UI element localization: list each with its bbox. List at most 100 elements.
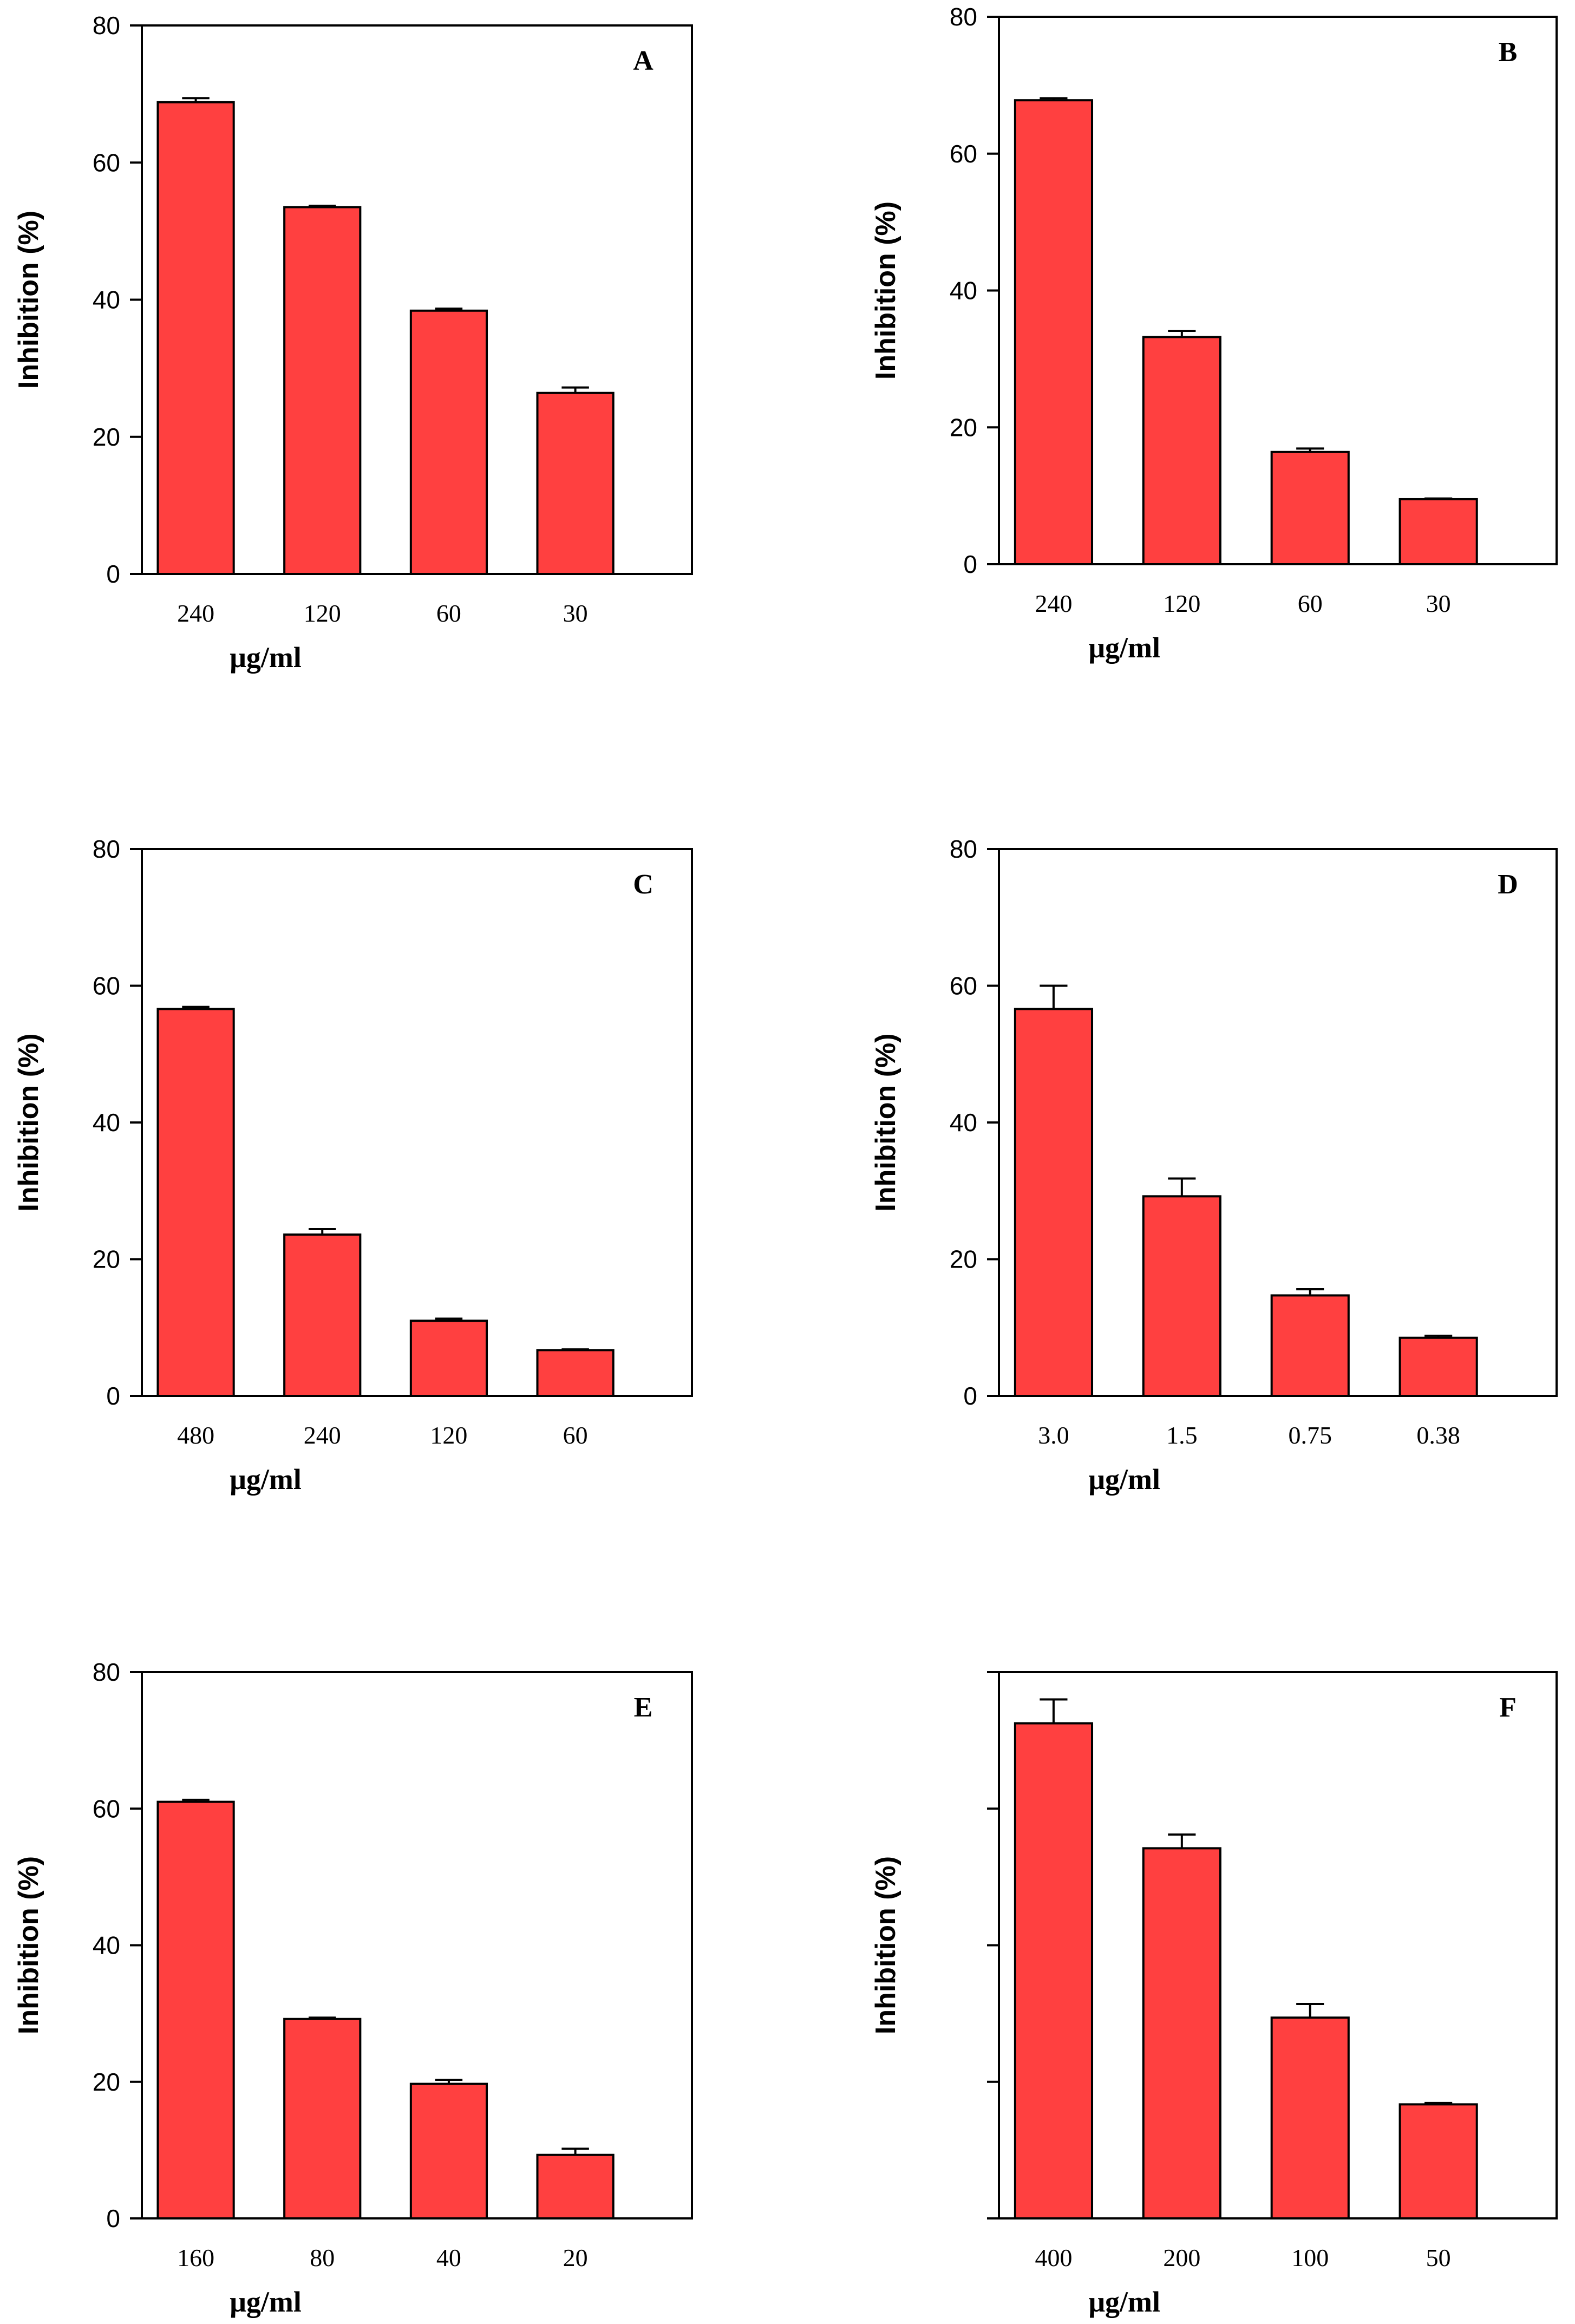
x-tick-label: 30 [1426,590,1451,617]
error-bar [1296,2002,1324,2018]
y-tick-label: 20 [950,1245,977,1274]
y-tick-label: 40 [93,1931,120,1960]
chart-panel-c: 480 240 120 60 0 20 40 60 80 Cμg/ml Inhibition (%) [13,835,693,1496]
y-tick-label: 60 [950,140,977,168]
y-tick-label: 80 [93,835,120,863]
chart-panel-a: 240 120 60 30 0 20 40 60 80 Aμg/ml Inhibition (%) [13,11,693,674]
y-axis-label: Inhibition (%) [13,211,44,389]
panel-label: E [634,1692,653,1723]
y-tick-label: 40 [93,1108,120,1137]
error-bar [435,307,463,311]
error-bar [309,205,336,207]
error-bar [435,1317,463,1321]
error-bar [435,2078,463,2084]
error-bar [1296,1288,1324,1296]
x-tick-label: 400 [1035,2244,1072,2271]
y-tick-label: 20 [93,2068,120,2096]
x-tick-label: 200 [1163,2244,1200,2271]
panel-label: B [1499,37,1518,68]
bar [536,2153,615,2220]
bar [156,1008,235,1398]
error-bar [1040,97,1068,101]
y-tick-label: 40 [950,277,977,305]
chart-panel-f: 400 200 100 50 Fμg/ml Inhibition (%) [870,1671,1558,2318]
x-axis-label: μg/ml [1088,1463,1160,1496]
bar [409,2083,488,2219]
y-tick-label: 60 [93,148,120,177]
error-bar [182,97,210,102]
bar [1270,451,1350,565]
bar [283,2018,362,2220]
bar [1014,1008,1094,1398]
x-tick-label: 1.5 [1166,1421,1198,1449]
y-axis-label: Inhibition (%) [13,1033,44,1211]
x-tick-label: 80 [310,2244,335,2271]
bar [409,309,488,575]
bar [409,1320,488,1397]
bar [1142,1847,1221,2220]
x-tick-label: 50 [1426,2244,1451,2271]
y-tick-label: 80 [950,835,977,863]
error-bar [1040,984,1068,1009]
x-tick-label: 240 [304,1421,341,1449]
y-tick-label: 0 [106,1382,120,1410]
x-tick-label: 60 [1298,590,1323,617]
error-bar [1424,2101,1453,2105]
y-tick-label: 60 [950,972,977,1000]
y-tick-label: 60 [93,972,120,1000]
y-tick-label: 20 [950,413,977,441]
y-axis-label: Inhibition (%) [870,1856,901,2034]
x-tick-label: 60 [563,1421,588,1449]
bar [1398,1336,1478,1397]
x-tick-label: 40 [436,2244,461,2271]
panel-label: D [1498,869,1518,900]
error-bar [561,2147,589,2155]
bar [1270,1294,1350,1398]
x-axis-label: μg/ml [1088,2286,1160,2318]
y-tick-label: 0 [963,550,977,578]
error-bar [1168,1833,1196,1849]
bar [1142,1195,1221,1398]
bar [156,1800,235,2219]
y-tick-label: 80 [950,3,977,31]
error-bar [1168,330,1196,337]
bar [1142,336,1221,565]
x-axis-label: μg/ml [230,1463,302,1496]
y-tick-label: 0 [106,560,120,588]
x-tick-label: 120 [304,599,341,627]
x-tick-label: 30 [563,599,588,627]
x-tick-label: 120 [430,1421,467,1449]
x-tick-label: 60 [436,599,461,627]
bar [1014,99,1094,566]
x-tick-label: 3.0 [1038,1421,1069,1449]
bar [1398,498,1478,565]
x-tick-label: 480 [177,1421,214,1449]
bar [283,1233,362,1398]
bar [156,101,235,575]
bar [1014,1722,1094,2219]
chart-panel-e: 160 80 40 20 0 20 40 60 80 Eμg/ml Inhibition (%) [13,1658,693,2318]
y-tick-label: 20 [93,423,120,451]
error-bar [1040,1698,1068,1724]
bar [283,206,362,575]
error-bar [1296,447,1324,452]
x-tick-label: 0.75 [1288,1421,1332,1449]
error-bar [561,1348,589,1351]
y-tick-label: 40 [950,1108,977,1137]
error-bar [309,2016,336,2019]
x-tick-label: 0.38 [1416,1421,1460,1449]
y-tick-label: 40 [93,286,120,314]
y-axis-label: Inhibition (%) [13,1856,44,2034]
error-bar [182,1798,210,1802]
bar [536,391,615,576]
y-tick-label: 80 [93,1658,120,1686]
x-axis-label: μg/ml [230,2286,302,2318]
x-tick-label: 120 [1163,590,1200,617]
x-tick-label: 160 [177,2244,214,2271]
panel-label: C [633,869,653,900]
y-tick-label: 80 [93,11,120,40]
y-axis-label: Inhibition (%) [870,1033,901,1211]
error-bar [182,1006,210,1009]
panel-label: F [1499,1692,1517,1723]
